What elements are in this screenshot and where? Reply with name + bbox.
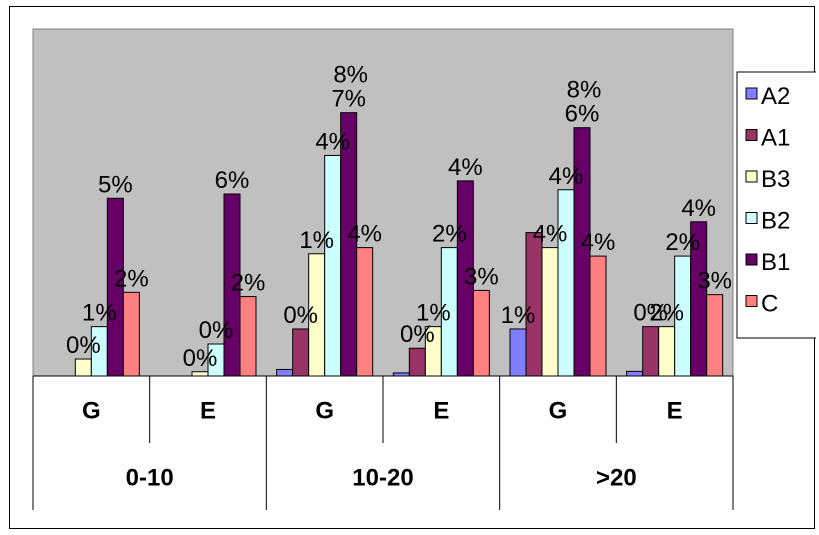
data-label-b1-4: 4% [448,154,483,181]
data-label-b3-3: 1% [299,227,334,254]
bar-c-4 [472,289,490,377]
data-label-b1-5: 6% [565,101,600,128]
data-label-b3-4: 1% [416,300,451,327]
data-label-b2-5: 4% [549,163,584,190]
legend-swatch-a1 [745,129,758,141]
bar-c-6 [706,294,724,377]
data-label-b2-1: 1% [82,300,117,327]
group-label-1: 0-10 [126,465,174,492]
data-label-c-2: 2% [231,270,266,297]
legend-label-a1: A1 [761,125,790,152]
category-label-6: E [667,398,683,425]
data-label-top-5: 8% [567,77,602,104]
bar-a2-6 [626,370,644,377]
category-label-3: G [315,398,334,425]
legend-label-c: C [761,291,778,318]
legend-swatch-c [745,295,758,307]
data-label-b3-1: 0% [66,332,101,359]
data-label-b2-2: 0% [199,317,234,344]
data-label-b2-6: 2% [665,229,700,256]
plot-area [32,28,734,377]
data-label-top-3: 8% [333,62,368,89]
data-label-b2-3: 4% [315,128,350,155]
bar-b3-1 [74,358,92,377]
data-label-a1-4: 0% [400,321,435,348]
legend-label-b1: B1 [761,249,790,276]
bar-b2-3 [324,154,342,377]
category-label-1: G [82,398,101,425]
bar-c-2 [239,296,257,377]
bar-a1-3 [292,328,310,377]
category-label-5: G [549,398,568,425]
legend-label-a2: A2 [761,83,790,110]
chart-frame: 0% 1% 5% 2% 0% 0% 6% 2% 0% 1% 4% 7% 4% 8% 0% 1% 2% 4% 3% 1%… [9,6,816,529]
data-label-b1-1: 5% [98,171,133,198]
category-label-4: E [433,398,449,425]
legend-swatch-b3 [745,170,758,183]
bar-b2-5 [557,189,575,377]
data-label-b3-2: 0% [183,345,218,372]
legend-swatch-b2 [745,212,758,224]
data-label-a1-6: 0% [633,300,668,327]
bar-a2-3 [276,368,294,377]
bar-c-1 [122,291,140,377]
data-label-b3-5: 4% [533,221,568,248]
bar-c-3 [356,247,374,377]
group-label-3: >20 [596,465,637,492]
bar-b3-5 [541,247,559,377]
bar-a2-5 [509,328,527,377]
data-label-c-1: 2% [114,265,149,292]
data-label-a1-3: 0% [283,302,318,329]
data-label-b1-6: 4% [681,195,716,222]
group-label-2: 10-20 [352,465,413,492]
bar-c-5 [589,255,607,377]
data-label-b1-3: 7% [331,86,366,113]
data-label-b1-2: 6% [215,167,250,194]
bar-b3-6 [658,326,676,377]
legend-box [736,71,816,339]
category-label-2: E [200,398,216,425]
data-label-c-4: 3% [464,263,499,290]
data-label-b3-6: 2% [649,300,684,327]
data-label-c-3: 4% [347,221,382,248]
data-label-c-6: 3% [697,268,732,295]
bar-b3-2 [191,371,209,377]
data-label-c-5: 4% [581,229,616,256]
bar-a1-6 [642,326,660,377]
bar-a1-4 [408,347,426,377]
bar-chart: 0%1%5%2%0%0%6%2%0%1%4%7%4%8%0%1%2%4%3%1%… [32,28,816,510]
legend-swatch-b1 [745,253,758,266]
data-label-a2-5: 1% [501,302,536,329]
legend-label-b3: B3 [761,166,790,193]
data-label-b2-4: 2% [432,221,467,248]
legend-label-b2: B2 [761,208,790,235]
legend-swatch-a2 [745,87,758,100]
